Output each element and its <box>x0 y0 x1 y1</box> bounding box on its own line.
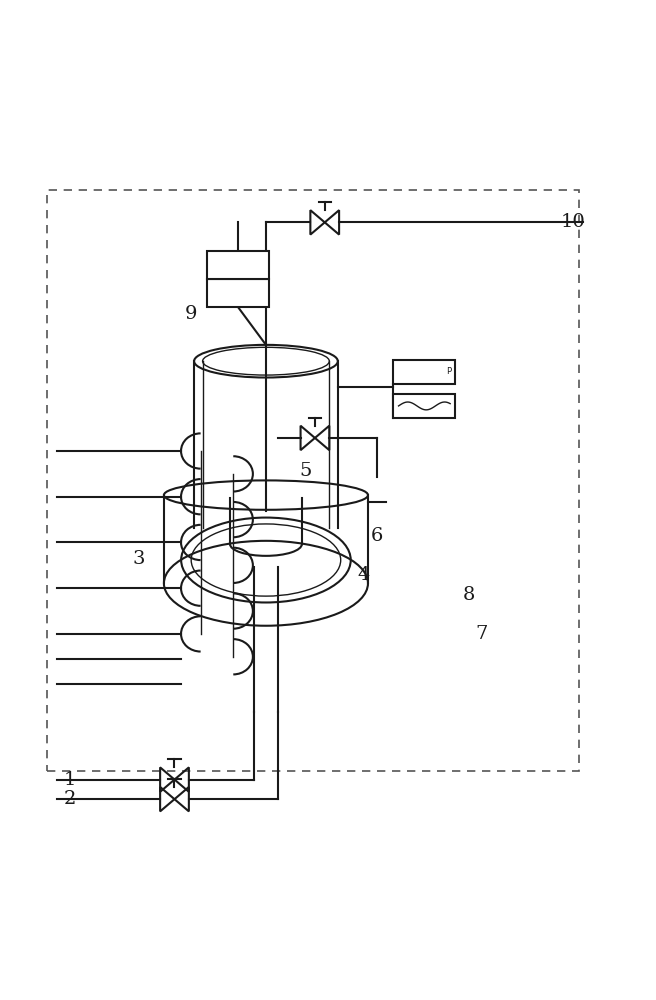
Bar <box>207 251 269 279</box>
Bar <box>394 394 455 418</box>
Text: 1: 1 <box>64 771 76 789</box>
Text: 7: 7 <box>476 625 487 643</box>
Text: 3: 3 <box>133 550 145 568</box>
Text: 6: 6 <box>371 527 383 545</box>
Text: 10: 10 <box>561 213 585 231</box>
Bar <box>47 190 579 771</box>
Text: 4: 4 <box>358 566 370 584</box>
Bar <box>207 279 269 307</box>
Text: 2: 2 <box>64 790 76 808</box>
Text: 8: 8 <box>462 586 475 604</box>
Text: P: P <box>445 367 451 376</box>
Text: 9: 9 <box>184 305 197 323</box>
Text: 5: 5 <box>299 462 312 480</box>
Bar <box>394 360 455 384</box>
